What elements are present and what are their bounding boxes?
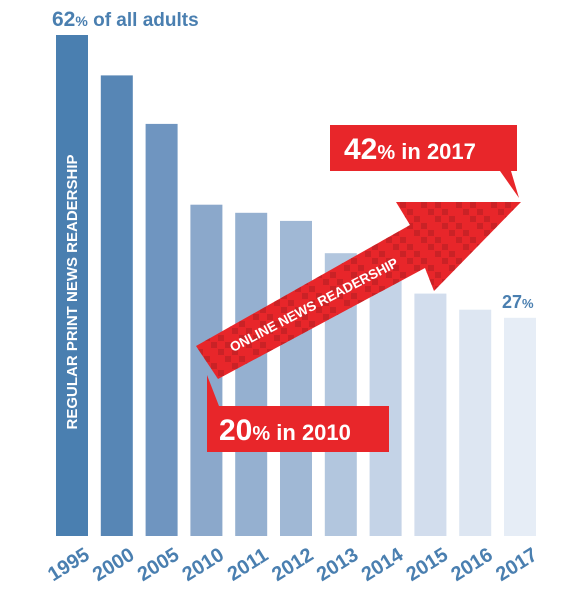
online-end-callout-box: [330, 125, 519, 198]
x-tick-label-2013: 2013: [313, 544, 362, 586]
x-tick-label-2010: 2010: [179, 544, 228, 586]
top-unit: %: [75, 13, 88, 29]
top-suffix: of all adults: [88, 10, 199, 31]
online-end-text: 42% in 2017: [344, 133, 476, 166]
online-start-callout: 20% in 2010: [207, 375, 389, 452]
print-series-label: REGULAR PRINT NEWS READERSHIP: [64, 154, 81, 429]
bar-1995: [56, 35, 88, 536]
x-tick-label-2011: 2011: [224, 544, 272, 586]
bar-2015: [414, 293, 447, 536]
online-start-unit: %: [252, 423, 270, 445]
bar-2012: [280, 220, 312, 536]
last-value: 27: [502, 292, 522, 312]
online-arrow-shape: [196, 202, 521, 379]
x-tick-label-2014: 2014: [358, 543, 408, 586]
top-value-annotation: 62% of all adults: [52, 8, 199, 31]
bar-2017: [504, 317, 536, 536]
bar-2011: [235, 212, 268, 537]
online-start-text: 20% in 2010: [219, 414, 351, 447]
last-value-annotation: 27%: [502, 292, 534, 312]
bar-2005: [145, 123, 178, 537]
last-unit: %: [522, 296, 534, 311]
x-tick-label-2016: 2016: [447, 544, 496, 586]
x-tick-label-2000: 2000: [89, 544, 138, 586]
print-bars: [56, 35, 536, 537]
online-end-suffix: in 2017: [395, 139, 476, 164]
online-end-callout: 42% in 2017: [330, 125, 519, 198]
bar-2000: [100, 75, 133, 537]
online-start-value: 20: [219, 414, 252, 447]
x-tick-label-1995: 1995: [44, 544, 93, 586]
x-axis-ticks: 1995200020052010201120122013201420152016…: [44, 543, 541, 586]
x-tick-label-2015: 2015: [403, 544, 452, 586]
online-start-callout-box: [207, 375, 389, 452]
x-tick-label-2005: 2005: [134, 544, 183, 586]
top-value: 62: [52, 8, 75, 31]
online-end-value: 42: [344, 133, 377, 166]
online-start-suffix: in 2010: [270, 420, 351, 445]
online-end-unit: %: [377, 142, 395, 164]
bar-2016: [459, 309, 492, 536]
x-tick-label-2012: 2012: [268, 544, 317, 586]
x-tick-label-2017: 2017: [492, 544, 541, 586]
